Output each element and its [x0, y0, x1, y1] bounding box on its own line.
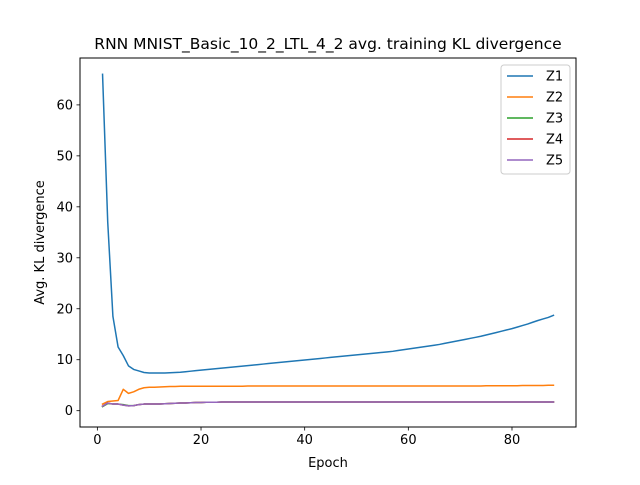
legend-label-z2: Z2: [546, 91, 563, 106]
legend-label-z1: Z1: [546, 70, 563, 85]
legend-box: [500, 64, 571, 175]
y-tick-label: 60: [56, 98, 73, 113]
series-line-z2: [101, 384, 555, 406]
x-tick-label: 80: [504, 433, 521, 448]
x-axis-ticks: 0 20 40 60 80: [93, 427, 520, 448]
y-axis-label: Avg. KL divergence: [33, 180, 48, 305]
y-tick-label: 50: [56, 149, 73, 164]
legend-label-z4: Z4: [546, 133, 563, 148]
legend-label-z3: Z3: [546, 112, 563, 127]
series-layer: [101, 73, 555, 408]
axes-frame: [79, 57, 577, 428]
plot-area: [79, 57, 577, 428]
y-axis-ticks: 0 10 20 30 40 50 60: [56, 98, 80, 419]
series-line-z5: [101, 401, 555, 408]
legend-label-z5: Z5: [546, 154, 563, 169]
legend: Z1 Z2 Z3 Z4 Z5: [500, 64, 571, 175]
y-tick-label: 30: [56, 251, 73, 266]
x-axis-label: Epoch: [308, 456, 348, 471]
y-tick-label: 0: [65, 404, 73, 419]
y-tick-label: 10: [56, 353, 73, 368]
legend-items: Z1 Z2 Z3 Z4 Z5: [507, 70, 563, 169]
y-tick-label: 40: [56, 200, 73, 215]
x-tick-label: 20: [193, 433, 210, 448]
x-tick-label: 40: [296, 433, 313, 448]
x-tick-label: 60: [400, 433, 417, 448]
y-tick-label: 20: [56, 302, 73, 317]
chart-title: RNN MNIST_Basic_10_2_LTL_4_2 avg. traini…: [94, 35, 561, 54]
x-tick-label: 0: [93, 433, 101, 448]
series-line-z1: [101, 73, 555, 374]
